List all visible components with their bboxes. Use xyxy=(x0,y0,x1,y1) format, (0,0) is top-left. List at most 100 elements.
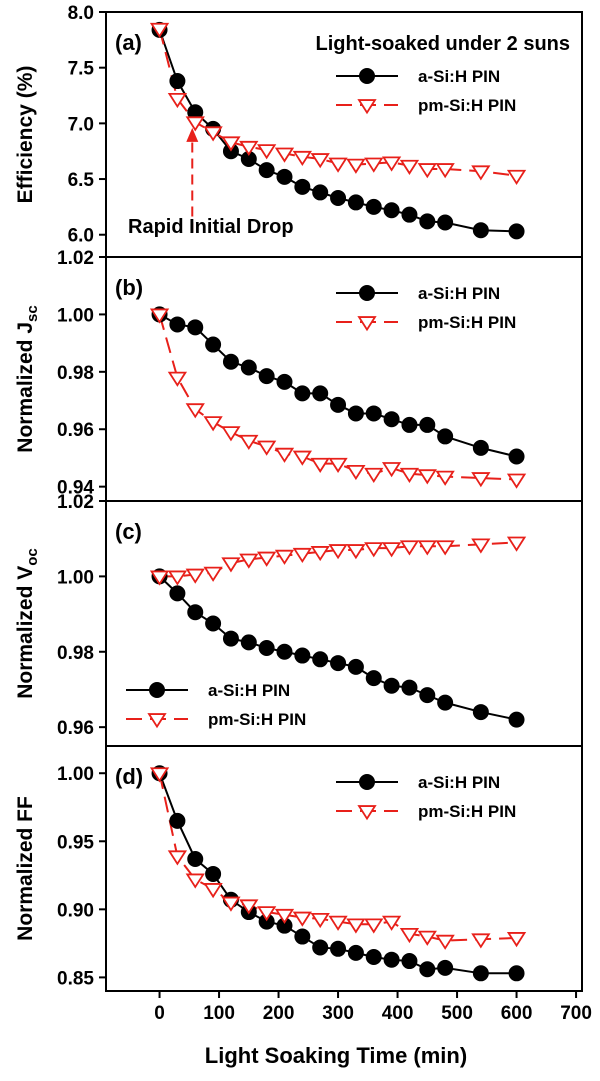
data-point-a-si xyxy=(187,850,204,867)
data-point-pm-si xyxy=(185,116,205,132)
data-point-pm-si xyxy=(381,915,402,931)
data-point-pm-si xyxy=(203,416,223,432)
data-point-a-si xyxy=(222,353,239,370)
data-point-pm-si xyxy=(506,536,527,552)
y-tick-label: 0.94 xyxy=(57,478,94,499)
data-point-pm-si xyxy=(471,472,491,488)
data-point-a-si xyxy=(401,953,418,970)
legend-label: pm-Si:H PIN xyxy=(418,96,516,115)
data-point-a-si xyxy=(419,687,436,704)
data-point-pm-si xyxy=(149,22,170,38)
data-point-a-si xyxy=(383,411,400,428)
data-point-a-si xyxy=(187,319,204,336)
legend-marker xyxy=(359,68,375,84)
data-point-a-si xyxy=(365,948,382,965)
data-point-a-si xyxy=(294,647,311,664)
panel-2: 0.96 0.98 1.00 1.02 Normalized Voc (c) a-Si:H … xyxy=(14,492,583,747)
panel-letter: (c) xyxy=(115,519,142,544)
data-point-a-si xyxy=(294,928,311,945)
y-tick-label: 0.96 xyxy=(57,718,94,739)
data-point-pm-si xyxy=(364,542,384,558)
data-point-pm-si xyxy=(149,308,170,324)
series-line-a-si xyxy=(159,313,517,458)
y-tick-label: 6.0 xyxy=(68,226,94,247)
data-point-a-si xyxy=(276,373,293,390)
data-point-pm-si xyxy=(364,918,384,934)
data-point-a-si xyxy=(347,944,364,961)
data-point-a-si xyxy=(330,396,347,413)
y-tick-label: 1.02 xyxy=(57,248,94,269)
data-point-a-si xyxy=(347,405,364,422)
data-point-pm-si xyxy=(203,566,223,582)
data-point-pm-si xyxy=(310,457,330,473)
data-point-a-si xyxy=(383,951,400,968)
data-point-pm-si xyxy=(221,426,241,442)
data-point-a-si xyxy=(347,194,364,211)
data-point-a-si xyxy=(312,184,329,201)
data-point-pm-si xyxy=(292,150,312,167)
data-point-pm-si xyxy=(310,153,330,169)
data-point-pm-si xyxy=(346,158,366,174)
data-point-a-si xyxy=(276,168,293,185)
data-point-pm-si xyxy=(185,873,205,889)
data-point-a-si xyxy=(419,213,436,230)
y-tick-label: 1.00 xyxy=(57,764,94,785)
legend-marker xyxy=(357,99,377,115)
data-point-a-si xyxy=(169,73,186,90)
data-point-a-si xyxy=(169,585,186,602)
data-point-a-si xyxy=(401,416,418,433)
data-point-pm-si xyxy=(328,157,348,173)
legend-marker xyxy=(357,805,377,821)
data-point-pm-si xyxy=(257,906,277,922)
panel-frame xyxy=(105,745,583,992)
y-axis-label: Normalized Jsc xyxy=(14,305,41,452)
legend-label: pm-Si:H PIN xyxy=(418,802,516,821)
y-tick-label: 0.98 xyxy=(57,643,94,664)
data-point-a-si xyxy=(169,812,186,829)
data-point-a-si xyxy=(205,865,222,882)
y-axis-label: Normalized FF xyxy=(14,796,37,941)
annotation-arrow-head xyxy=(186,127,199,142)
data-point-a-si xyxy=(437,694,454,711)
data-point-a-si xyxy=(169,316,186,333)
data-point-a-si xyxy=(330,189,347,206)
data-point-a-si xyxy=(383,677,400,694)
data-point-pm-si xyxy=(471,165,491,181)
data-point-pm-si xyxy=(167,93,188,109)
legend-label: a-Si:H PIN xyxy=(418,773,500,792)
legend-label: pm-Si:H PIN xyxy=(418,313,516,332)
y-axis-label-main: Normalized FF xyxy=(14,796,37,941)
data-point-a-si xyxy=(205,336,222,353)
y-tick-label: 0.95 xyxy=(57,832,94,853)
data-point-pm-si xyxy=(274,147,295,163)
legend-marker xyxy=(147,713,167,729)
x-axis: 0 100 200 300 400 500 600 700 Light Soaking Time… xyxy=(154,991,592,1068)
data-point-a-si xyxy=(508,965,525,982)
data-point-pm-si xyxy=(239,434,259,450)
data-point-pm-si xyxy=(167,850,188,866)
data-point-a-si xyxy=(294,385,311,402)
data-point-a-si xyxy=(383,202,400,219)
y-tick-label: 0.98 xyxy=(57,363,94,384)
data-point-pm-si xyxy=(471,538,491,554)
data-point-pm-si xyxy=(292,450,312,466)
data-point-pm-si xyxy=(221,557,241,573)
data-point-a-si xyxy=(472,222,489,239)
y-axis-label-subscript: oc xyxy=(24,548,41,566)
data-point-pm-si xyxy=(239,553,259,569)
y-tick-label: 8.0 xyxy=(68,3,94,24)
data-point-pm-si xyxy=(399,159,420,175)
legend-marker xyxy=(359,774,375,790)
y-tick-label: 0.90 xyxy=(57,900,94,921)
legend-marker xyxy=(149,682,165,698)
legend-marker xyxy=(357,316,377,332)
data-point-a-si xyxy=(258,368,275,385)
data-point-a-si xyxy=(205,615,222,632)
data-point-pm-si xyxy=(417,163,437,179)
y-tick-label: 0.96 xyxy=(57,420,94,441)
data-point-a-si xyxy=(330,940,347,957)
x-tick-label: 400 xyxy=(382,1003,414,1024)
data-point-a-si xyxy=(508,223,525,240)
y-tick-label: 0.85 xyxy=(57,968,94,989)
data-point-pm-si xyxy=(399,540,420,556)
